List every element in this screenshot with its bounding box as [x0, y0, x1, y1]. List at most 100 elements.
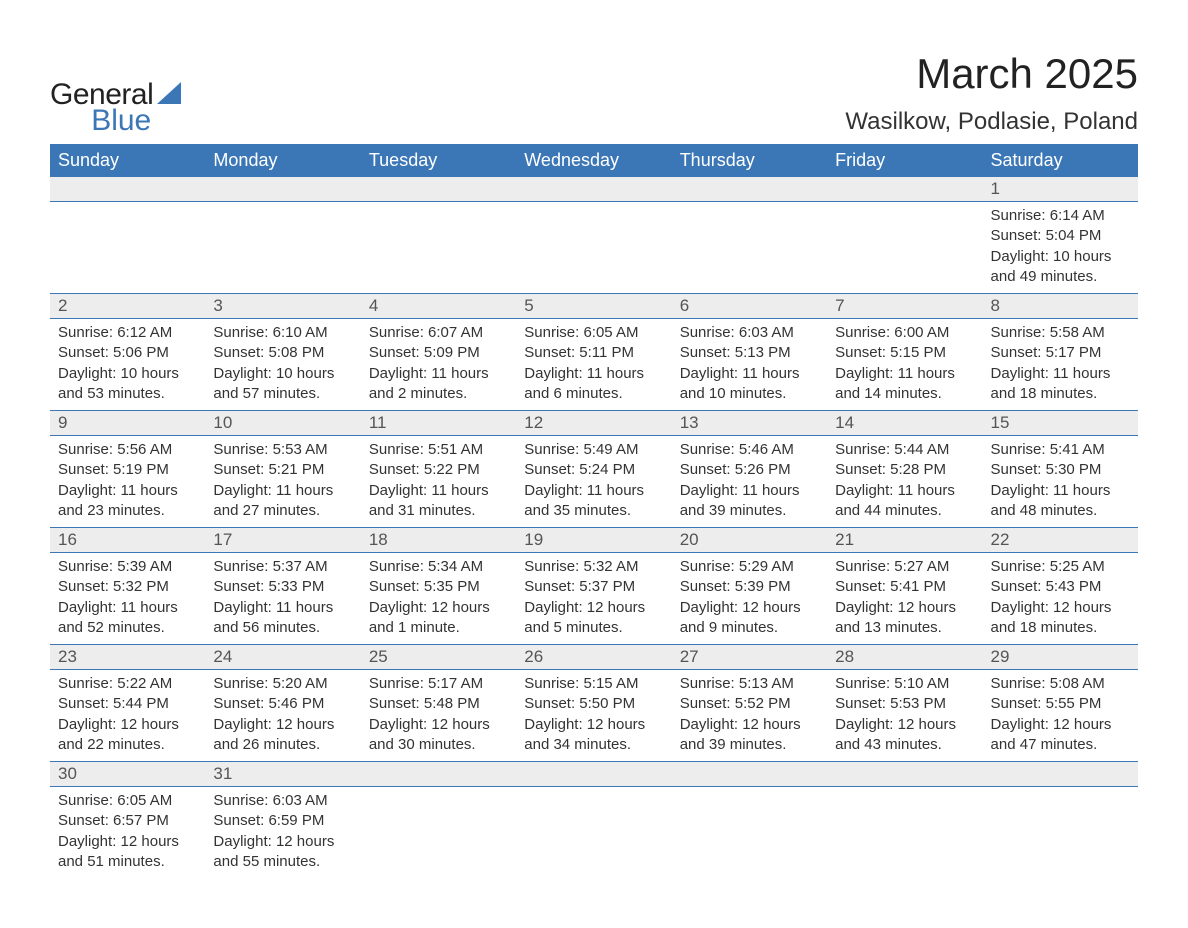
day-number-cell: 7: [827, 294, 982, 319]
day-sunrise: Sunrise: 6:14 AM: [991, 206, 1130, 226]
day-sunrise: Sunrise: 5:46 AM: [680, 440, 819, 460]
day-sunrise: Sunrise: 5:41 AM: [991, 440, 1130, 460]
day-daylight2: and 2 minutes.: [369, 384, 508, 404]
day-sunset: Sunset: 5:50 PM: [524, 694, 663, 714]
day-number-row: 16171819202122: [50, 528, 1138, 553]
day-sunset: Sunset: 5:06 PM: [58, 343, 197, 363]
day-number-cell: 4: [361, 294, 516, 319]
day-data-cell: [205, 202, 360, 294]
day-sunset: Sunset: 5:46 PM: [213, 694, 352, 714]
weekday-header: Tuesday: [361, 144, 516, 177]
day-number-cell: 30: [50, 762, 205, 787]
day-daylight1: Daylight: 11 hours: [58, 598, 197, 618]
day-sunrise: Sunrise: 5:39 AM: [58, 557, 197, 577]
day-daylight2: and 51 minutes.: [58, 852, 197, 872]
day-daylight2: and 34 minutes.: [524, 735, 663, 755]
day-sunrise: Sunrise: 5:44 AM: [835, 440, 974, 460]
weekday-header: Sunday: [50, 144, 205, 177]
day-sunrise: Sunrise: 5:34 AM: [369, 557, 508, 577]
day-sunset: Sunset: 5:43 PM: [991, 577, 1130, 597]
day-daylight2: and 9 minutes.: [680, 618, 819, 638]
day-sunset: Sunset: 5:53 PM: [835, 694, 974, 714]
day-sunrise: Sunrise: 6:00 AM: [835, 323, 974, 343]
day-sunrise: Sunrise: 5:56 AM: [58, 440, 197, 460]
day-daylight1: Daylight: 11 hours: [680, 481, 819, 501]
day-daylight2: and 43 minutes.: [835, 735, 974, 755]
day-sunrise: Sunrise: 5:29 AM: [680, 557, 819, 577]
day-daylight2: and 27 minutes.: [213, 501, 352, 521]
day-data-cell: [827, 787, 982, 879]
day-sunrise: Sunrise: 5:15 AM: [524, 674, 663, 694]
day-data-cell: Sunrise: 5:22 AMSunset: 5:44 PMDaylight:…: [50, 670, 205, 762]
day-number-cell: [672, 177, 827, 202]
day-number-cell: [516, 177, 671, 202]
day-sunset: Sunset: 5:15 PM: [835, 343, 974, 363]
day-data-cell: Sunrise: 5:58 AMSunset: 5:17 PMDaylight:…: [983, 319, 1138, 411]
day-sunrise: Sunrise: 5:10 AM: [835, 674, 974, 694]
day-daylight1: Daylight: 11 hours: [680, 364, 819, 384]
day-number-cell: [983, 762, 1138, 787]
day-data-cell: Sunrise: 5:27 AMSunset: 5:41 PMDaylight:…: [827, 553, 982, 645]
weekday-header-row: Sunday Monday Tuesday Wednesday Thursday…: [50, 144, 1138, 177]
day-daylight2: and 22 minutes.: [58, 735, 197, 755]
day-data-cell: Sunrise: 6:03 AMSunset: 5:13 PMDaylight:…: [672, 319, 827, 411]
day-data-cell: Sunrise: 5:39 AMSunset: 5:32 PMDaylight:…: [50, 553, 205, 645]
day-data-cell: [361, 787, 516, 879]
day-sunset: Sunset: 5:39 PM: [680, 577, 819, 597]
day-number-cell: 9: [50, 411, 205, 436]
day-data-cell: [516, 202, 671, 294]
day-number-cell: 13: [672, 411, 827, 436]
day-daylight2: and 47 minutes.: [991, 735, 1130, 755]
day-daylight1: Daylight: 11 hours: [369, 481, 508, 501]
day-sunset: Sunset: 5:30 PM: [991, 460, 1130, 480]
day-number-cell: 12: [516, 411, 671, 436]
day-data-cell: Sunrise: 5:34 AMSunset: 5:35 PMDaylight:…: [361, 553, 516, 645]
day-sunrise: Sunrise: 6:03 AM: [680, 323, 819, 343]
day-number-cell: [361, 762, 516, 787]
day-daylight1: Daylight: 12 hours: [680, 598, 819, 618]
calendar-table: Sunday Monday Tuesday Wednesday Thursday…: [50, 144, 1138, 878]
day-data-cell: Sunrise: 6:07 AMSunset: 5:09 PMDaylight:…: [361, 319, 516, 411]
day-data-row: Sunrise: 5:56 AMSunset: 5:19 PMDaylight:…: [50, 436, 1138, 528]
day-daylight1: Daylight: 12 hours: [680, 715, 819, 735]
day-number-cell: 23: [50, 645, 205, 670]
day-number-cell: [516, 762, 671, 787]
day-sunset: Sunset: 5:13 PM: [680, 343, 819, 363]
day-daylight2: and 39 minutes.: [680, 501, 819, 521]
day-sunrise: Sunrise: 6:05 AM: [58, 791, 197, 811]
brand-logo: General Blue: [50, 80, 185, 136]
day-daylight1: Daylight: 11 hours: [213, 481, 352, 501]
calendar-body: 1Sunrise: 6:14 AMSunset: 5:04 PMDaylight…: [50, 177, 1138, 878]
day-daylight1: Daylight: 11 hours: [991, 481, 1130, 501]
weekday-header: Monday: [205, 144, 360, 177]
day-number-cell: [827, 177, 982, 202]
day-number-cell: 21: [827, 528, 982, 553]
day-daylight2: and 26 minutes.: [213, 735, 352, 755]
day-number-row: 2345678: [50, 294, 1138, 319]
day-sunrise: Sunrise: 6:03 AM: [213, 791, 352, 811]
day-data-row: Sunrise: 5:22 AMSunset: 5:44 PMDaylight:…: [50, 670, 1138, 762]
day-data-cell: Sunrise: 5:53 AMSunset: 5:21 PMDaylight:…: [205, 436, 360, 528]
day-data-cell: [827, 202, 982, 294]
day-daylight1: Daylight: 12 hours: [369, 598, 508, 618]
day-data-row: Sunrise: 5:39 AMSunset: 5:32 PMDaylight:…: [50, 553, 1138, 645]
day-daylight2: and 14 minutes.: [835, 384, 974, 404]
day-sunrise: Sunrise: 5:58 AM: [991, 323, 1130, 343]
day-data-cell: Sunrise: 6:05 AMSunset: 5:11 PMDaylight:…: [516, 319, 671, 411]
day-number-cell: 22: [983, 528, 1138, 553]
weekday-header: Friday: [827, 144, 982, 177]
day-sunset: Sunset: 5:24 PM: [524, 460, 663, 480]
brand-sail-icon: [157, 82, 185, 106]
day-sunrise: Sunrise: 5:25 AM: [991, 557, 1130, 577]
day-sunset: Sunset: 5:52 PM: [680, 694, 819, 714]
day-data-cell: Sunrise: 5:13 AMSunset: 5:52 PMDaylight:…: [672, 670, 827, 762]
day-number-row: 9101112131415: [50, 411, 1138, 436]
day-daylight1: Daylight: 10 hours: [213, 364, 352, 384]
day-sunrise: Sunrise: 5:22 AM: [58, 674, 197, 694]
day-number-cell: 16: [50, 528, 205, 553]
weekday-header: Wednesday: [516, 144, 671, 177]
day-number-cell: 24: [205, 645, 360, 670]
day-sunset: Sunset: 5:17 PM: [991, 343, 1130, 363]
day-number-cell: 10: [205, 411, 360, 436]
day-daylight1: Daylight: 10 hours: [58, 364, 197, 384]
